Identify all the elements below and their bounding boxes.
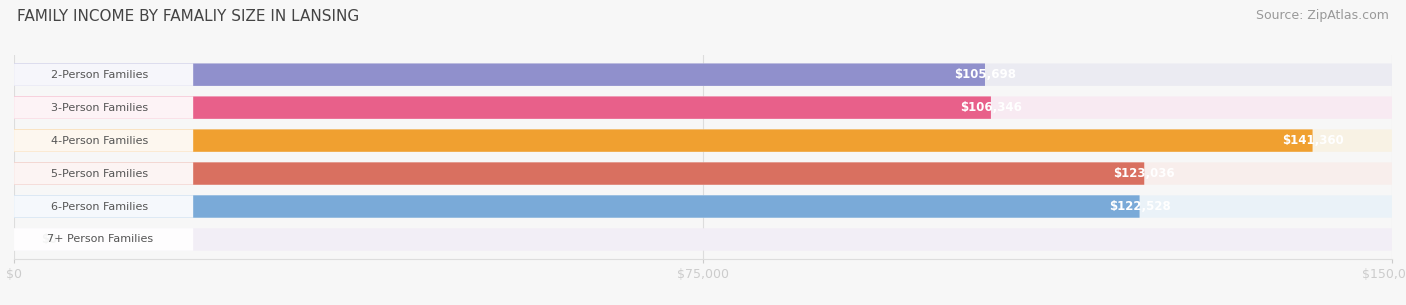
Text: $123,036: $123,036 (1114, 167, 1175, 180)
Text: 5-Person Families: 5-Person Families (52, 169, 149, 178)
Text: $105,698: $105,698 (955, 68, 1017, 81)
Text: 3-Person Families: 3-Person Families (52, 103, 149, 113)
FancyBboxPatch shape (14, 228, 193, 251)
FancyBboxPatch shape (14, 96, 1392, 119)
FancyBboxPatch shape (14, 162, 1392, 185)
Text: 7+ Person Families: 7+ Person Families (46, 235, 153, 245)
Text: $122,528: $122,528 (1109, 200, 1170, 213)
FancyBboxPatch shape (14, 162, 193, 185)
Text: Source: ZipAtlas.com: Source: ZipAtlas.com (1256, 9, 1389, 22)
FancyBboxPatch shape (14, 63, 1392, 86)
FancyBboxPatch shape (14, 63, 986, 86)
FancyBboxPatch shape (14, 129, 193, 152)
Text: $141,360: $141,360 (1282, 134, 1344, 147)
Text: 2-Person Families: 2-Person Families (52, 70, 149, 80)
Text: FAMILY INCOME BY FAMALIY SIZE IN LANSING: FAMILY INCOME BY FAMALIY SIZE IN LANSING (17, 9, 359, 24)
FancyBboxPatch shape (14, 195, 1140, 218)
Text: $106,346: $106,346 (960, 101, 1022, 114)
Text: $0: $0 (42, 233, 58, 246)
FancyBboxPatch shape (14, 129, 1392, 152)
FancyBboxPatch shape (14, 195, 1392, 218)
FancyBboxPatch shape (14, 96, 991, 119)
FancyBboxPatch shape (14, 63, 193, 86)
Text: 6-Person Families: 6-Person Families (52, 202, 149, 211)
FancyBboxPatch shape (14, 162, 1144, 185)
FancyBboxPatch shape (14, 129, 1313, 152)
Text: 4-Person Families: 4-Person Families (52, 136, 149, 145)
FancyBboxPatch shape (14, 96, 193, 119)
FancyBboxPatch shape (14, 195, 193, 218)
FancyBboxPatch shape (14, 228, 1392, 251)
